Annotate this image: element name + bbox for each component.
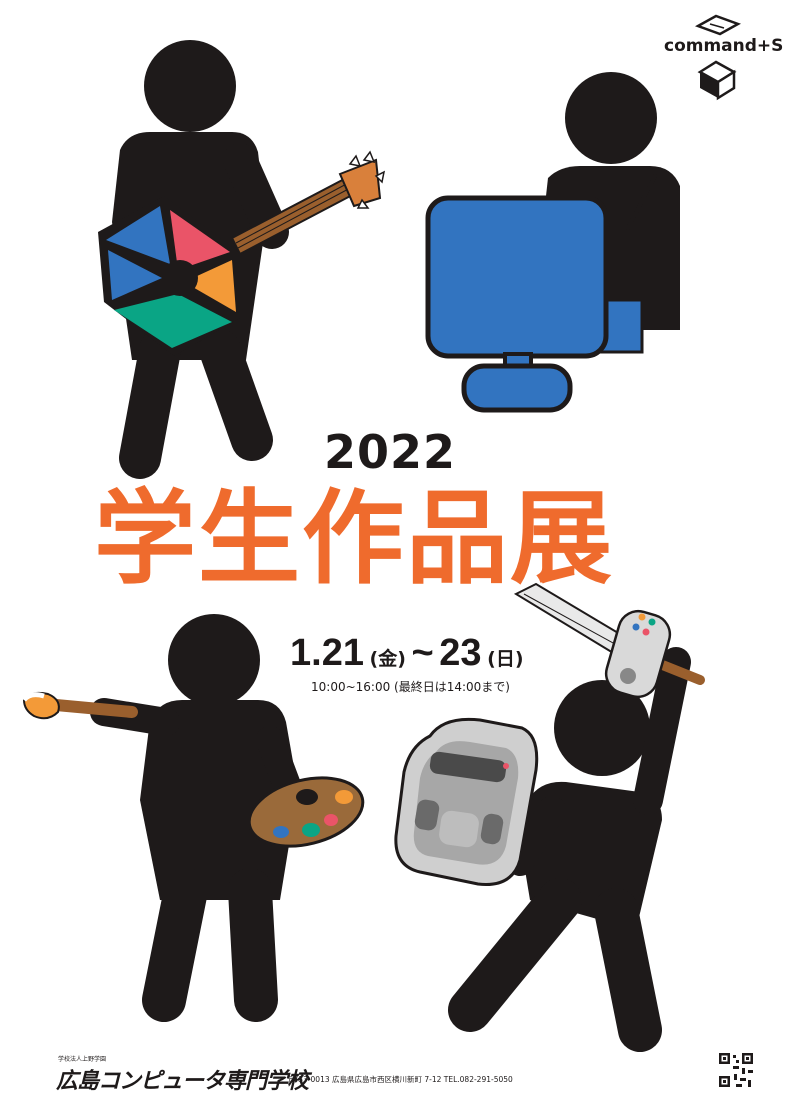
guitar-player-figure <box>98 40 386 479</box>
end-weekday: (日) <box>487 648 524 670</box>
event-dates: 1.21 (金) ~ 23 (日) <box>290 632 524 675</box>
guitar-neck <box>230 150 386 256</box>
console-shield-icon <box>394 717 539 886</box>
game-controller-icon <box>604 609 672 699</box>
end-date: 23 <box>439 632 482 674</box>
start-weekday: (金) <box>369 648 406 670</box>
date-range-separator: ~ <box>411 632 434 674</box>
painter-figure <box>22 614 365 1022</box>
school-corporation: 学校法人上野学園 <box>58 1056 107 1063</box>
event-year: 2022 <box>324 425 457 479</box>
paint-palette-icon <box>247 776 365 848</box>
start-date: 1.21 <box>290 632 364 674</box>
open-box-icon <box>694 14 742 101</box>
school-address: 〒733-0013 広島県広島市西区横川新町 7-12 TEL.082-291-… <box>286 1075 513 1084</box>
paintbrush-icon <box>22 691 138 720</box>
computer-user-figure <box>425 72 680 413</box>
event-title: 学生作品展 <box>94 480 614 599</box>
monitor-icon <box>425 195 609 413</box>
gamer-figure <box>394 582 705 1052</box>
school-name: 広島コンピュータ専門学校 <box>56 1069 309 1094</box>
event-hours: 10:00~16:00 (最終日は14:00まで) <box>311 680 510 694</box>
brand-logo-text: command+S <box>664 36 784 56</box>
qr-code-icon <box>719 1053 753 1087</box>
